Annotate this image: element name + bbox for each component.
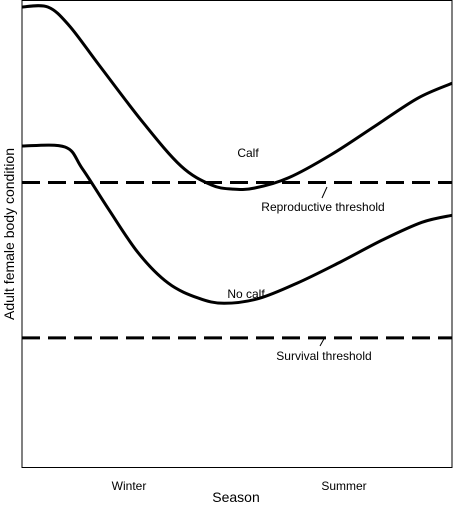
curve-label-calf: Calf	[237, 146, 259, 160]
label-reproductive-threshold: Reproductive threshold	[261, 200, 384, 214]
x-tick-summer: Summer	[321, 479, 366, 493]
threshold-lines	[22, 181, 452, 340]
y-axis-label: Adult female body condition	[1, 148, 17, 320]
x-tick-winter: Winter	[112, 479, 147, 493]
series-line-no-calf	[21, 143, 453, 305]
leader-reproductive-threshold	[321, 186, 328, 199]
x-axis-label: Season	[212, 489, 259, 505]
leader-survival-threshold	[319, 336, 326, 347]
series-line-calf	[21, 4, 453, 192]
chart-curves	[21, 4, 453, 305]
curve-label-no-calf: No calf	[227, 287, 265, 301]
label-survival-threshold: Survival threshold	[276, 349, 371, 363]
plot-frame	[21, 0, 453, 468]
